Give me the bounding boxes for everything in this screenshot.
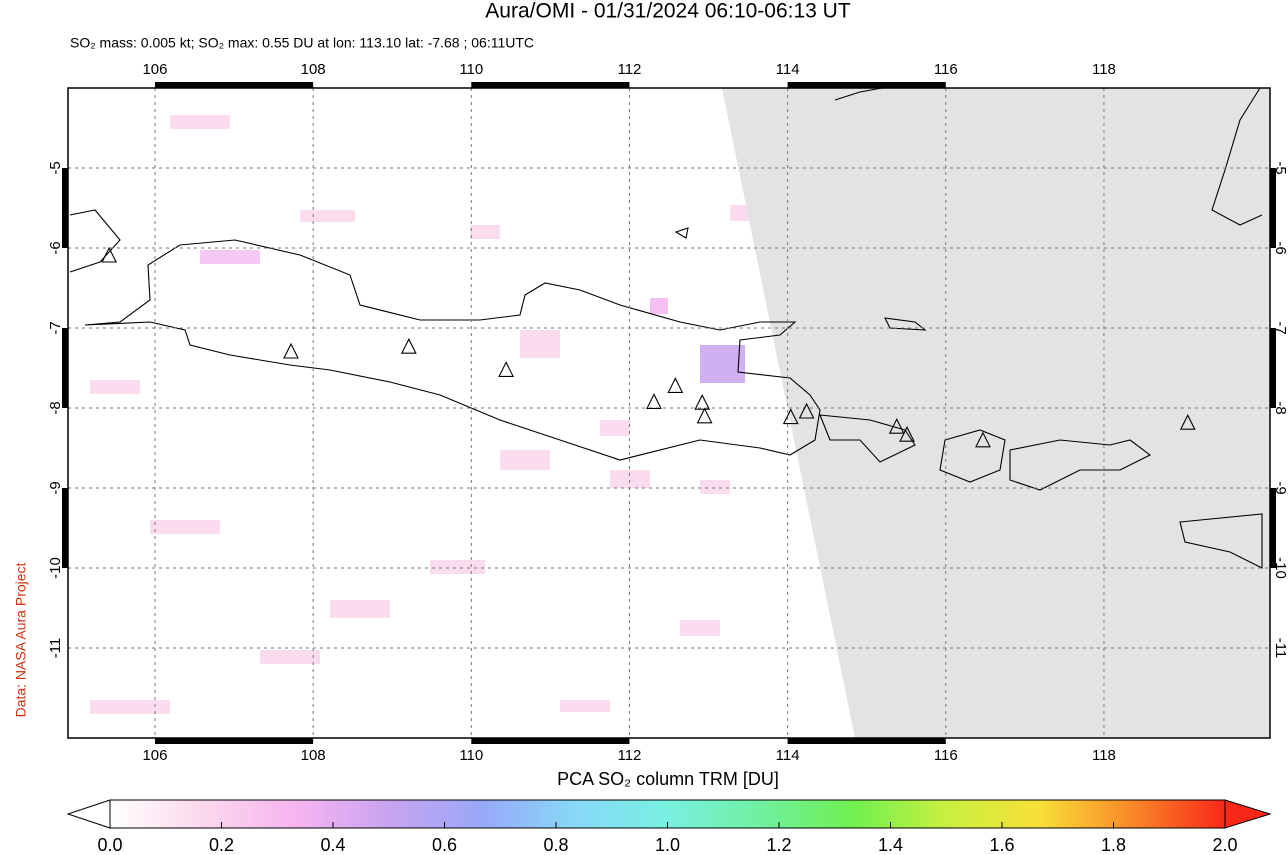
y-tick-label: -6 bbox=[47, 241, 64, 254]
map-frame bbox=[67, 87, 1271, 739]
x-tick-label: 106 bbox=[142, 747, 167, 764]
x-tick-label: 118 bbox=[1092, 61, 1116, 78]
y-tick-label: -7 bbox=[1272, 321, 1288, 334]
x-tick-label: 108 bbox=[301, 747, 326, 764]
y-tick-label: -10 bbox=[47, 557, 64, 579]
x-tick-label: 114 bbox=[776, 61, 800, 78]
y-tick-label: -11 bbox=[47, 638, 64, 659]
colorbar-tick-label: 0.6 bbox=[432, 835, 457, 855]
colorbar-tick-label: 1.6 bbox=[989, 835, 1014, 855]
volcano bbox=[400, 337, 417, 354]
colorbar-tick-label: 0.8 bbox=[543, 835, 568, 855]
frame-tick-bar bbox=[787, 82, 946, 88]
colorbar-extend-high bbox=[1224, 799, 1272, 829]
title: Aura/OMI - 01/31/2024 06:10-06:13 UT bbox=[485, 0, 851, 23]
x-tick-label: 112 bbox=[617, 61, 641, 78]
frame-tick-bar bbox=[1270, 328, 1276, 408]
y-tick-label: -9 bbox=[1272, 481, 1288, 494]
y-tick-label: -5 bbox=[1272, 161, 1288, 174]
subtitle: SO₂ mass: 0.005 kt; SO₂ max: 0.55 DU at … bbox=[70, 35, 534, 51]
volcano bbox=[1179, 413, 1196, 430]
frame-tick-bar bbox=[471, 82, 630, 88]
frame-tick-bar bbox=[62, 168, 68, 248]
colorbar-extend-low bbox=[66, 799, 111, 829]
y-tick-label: -5 bbox=[47, 161, 64, 174]
volcano bbox=[975, 431, 991, 448]
volcano bbox=[646, 393, 662, 409]
volcano bbox=[498, 361, 514, 377]
x-tick-label: 116 bbox=[934, 61, 958, 78]
frame-tick-bar bbox=[62, 488, 68, 568]
x-tick-label: 108 bbox=[301, 61, 326, 78]
volcano bbox=[101, 246, 118, 263]
no-data-swath bbox=[722, 88, 1270, 738]
colorbar-tick-label: 0.4 bbox=[320, 835, 345, 855]
volcano bbox=[899, 425, 915, 442]
x-tick-label: 118 bbox=[1092, 747, 1116, 764]
volcano bbox=[696, 407, 713, 424]
y-tick-label: -6 bbox=[1272, 241, 1288, 254]
frame-tick-bar bbox=[787, 738, 946, 744]
colorbar-tick-label: 1.0 bbox=[655, 835, 680, 855]
x-tick-label: 116 bbox=[934, 747, 958, 764]
volcano bbox=[694, 393, 711, 410]
coastlines bbox=[69, 87, 1263, 569]
frame-tick-bar bbox=[154, 738, 314, 744]
x-tick-label: 112 bbox=[617, 747, 641, 764]
frame-tick-bar bbox=[1270, 488, 1276, 568]
x-tick-label: 110 bbox=[459, 747, 483, 764]
x-tick-label: 106 bbox=[142, 61, 167, 78]
colorbar-tick-label: 1.2 bbox=[766, 835, 791, 855]
colorbar-tick-label: 0.0 bbox=[97, 835, 122, 855]
x-tick-label: 114 bbox=[776, 747, 800, 764]
map-area bbox=[67, 87, 1271, 739]
volcano bbox=[667, 377, 684, 393]
colorbar-tick-label: 1.4 bbox=[878, 835, 903, 855]
colorbar-tick-label: 0.2 bbox=[209, 835, 234, 855]
frame-tick-bar bbox=[62, 328, 68, 408]
volcano bbox=[888, 417, 905, 434]
colorbar-label: PCA SO₂ column TRM [DU] bbox=[557, 769, 779, 789]
colorbar: 0.0 0.2 0.4 0.6 0.8 1.0 1.2 1.4 1.6 1.8 2.0 bbox=[66, 799, 1272, 855]
so2-pixels bbox=[90, 115, 750, 714]
side-label: Data: NASA Aura Project bbox=[13, 562, 29, 717]
x-tick-label: 110 bbox=[459, 61, 483, 78]
colorbar-tick-label: 1.8 bbox=[1101, 835, 1126, 855]
frame-tick-bar bbox=[471, 738, 630, 744]
y-tick-label: -11 bbox=[1272, 638, 1288, 659]
y-tick-label: -8 bbox=[1272, 401, 1288, 414]
frame-tick-bar bbox=[1270, 168, 1276, 248]
y-tick-label: -8 bbox=[47, 401, 64, 414]
volcano bbox=[782, 408, 799, 425]
y-tick-label: -9 bbox=[47, 481, 64, 494]
y-tick-label: -7 bbox=[47, 321, 64, 334]
volcano bbox=[283, 342, 299, 359]
frame-tick-bar bbox=[154, 82, 314, 88]
y-tick-label: -10 bbox=[1272, 557, 1288, 579]
colorbar-tick-label: 2.0 bbox=[1212, 835, 1237, 855]
volcano bbox=[798, 402, 815, 419]
